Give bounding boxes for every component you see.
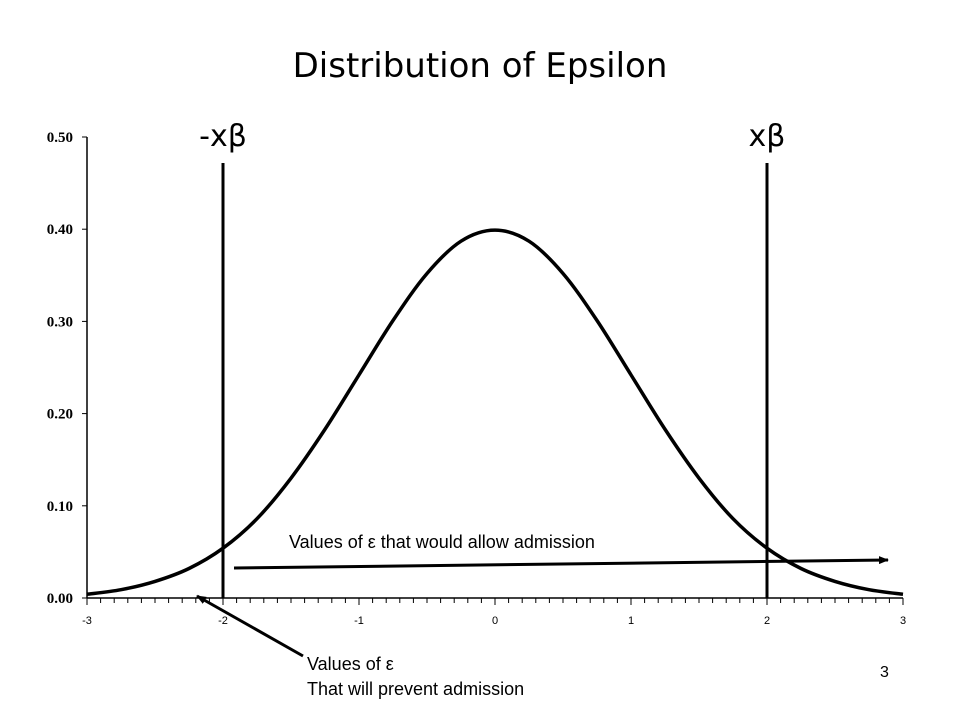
ticks: 0.00 0.10 0.20 0.30 0.40 0.50 -3 -2 -1 0 1 2 3 [47, 130, 906, 627]
y-tick-label: 0.40 [47, 222, 73, 238]
y-tick-label: 0.50 [47, 130, 73, 146]
vertical-lines: -xβ xβ [199, 119, 785, 598]
y-tick-label: 0.00 [47, 591, 73, 607]
x-tick-label: 3 [900, 615, 906, 627]
axes [86, 137, 903, 599]
y-tick-label: 0.20 [47, 407, 73, 423]
prevent-annotation-line2: That will prevent admission [307, 679, 525, 699]
y-tick-label: 0.30 [47, 314, 73, 330]
prevent-arrow [196, 594, 304, 658]
prevent-annotation-line1: Values of ε [307, 654, 394, 674]
chart-title: Distribution of Epsilon [292, 46, 668, 86]
allow-arrow [233, 556, 889, 570]
allow-annotation: Values of ε that would allow admission [289, 532, 595, 552]
arrows [196, 556, 889, 658]
y-tick-label: 0.10 [47, 499, 73, 515]
slide-number: 3 [880, 664, 889, 681]
neg-xbeta-label: -xβ [199, 119, 247, 154]
x-tick-label: -2 [218, 615, 228, 627]
x-tick-label: -1 [354, 615, 364, 627]
x-tick-label: 0 [492, 615, 498, 627]
x-tick-label: 1 [628, 615, 634, 627]
xbeta-label: xβ [749, 119, 786, 154]
x-tick-label: -3 [82, 615, 92, 627]
x-tick-label: 2 [764, 615, 770, 627]
